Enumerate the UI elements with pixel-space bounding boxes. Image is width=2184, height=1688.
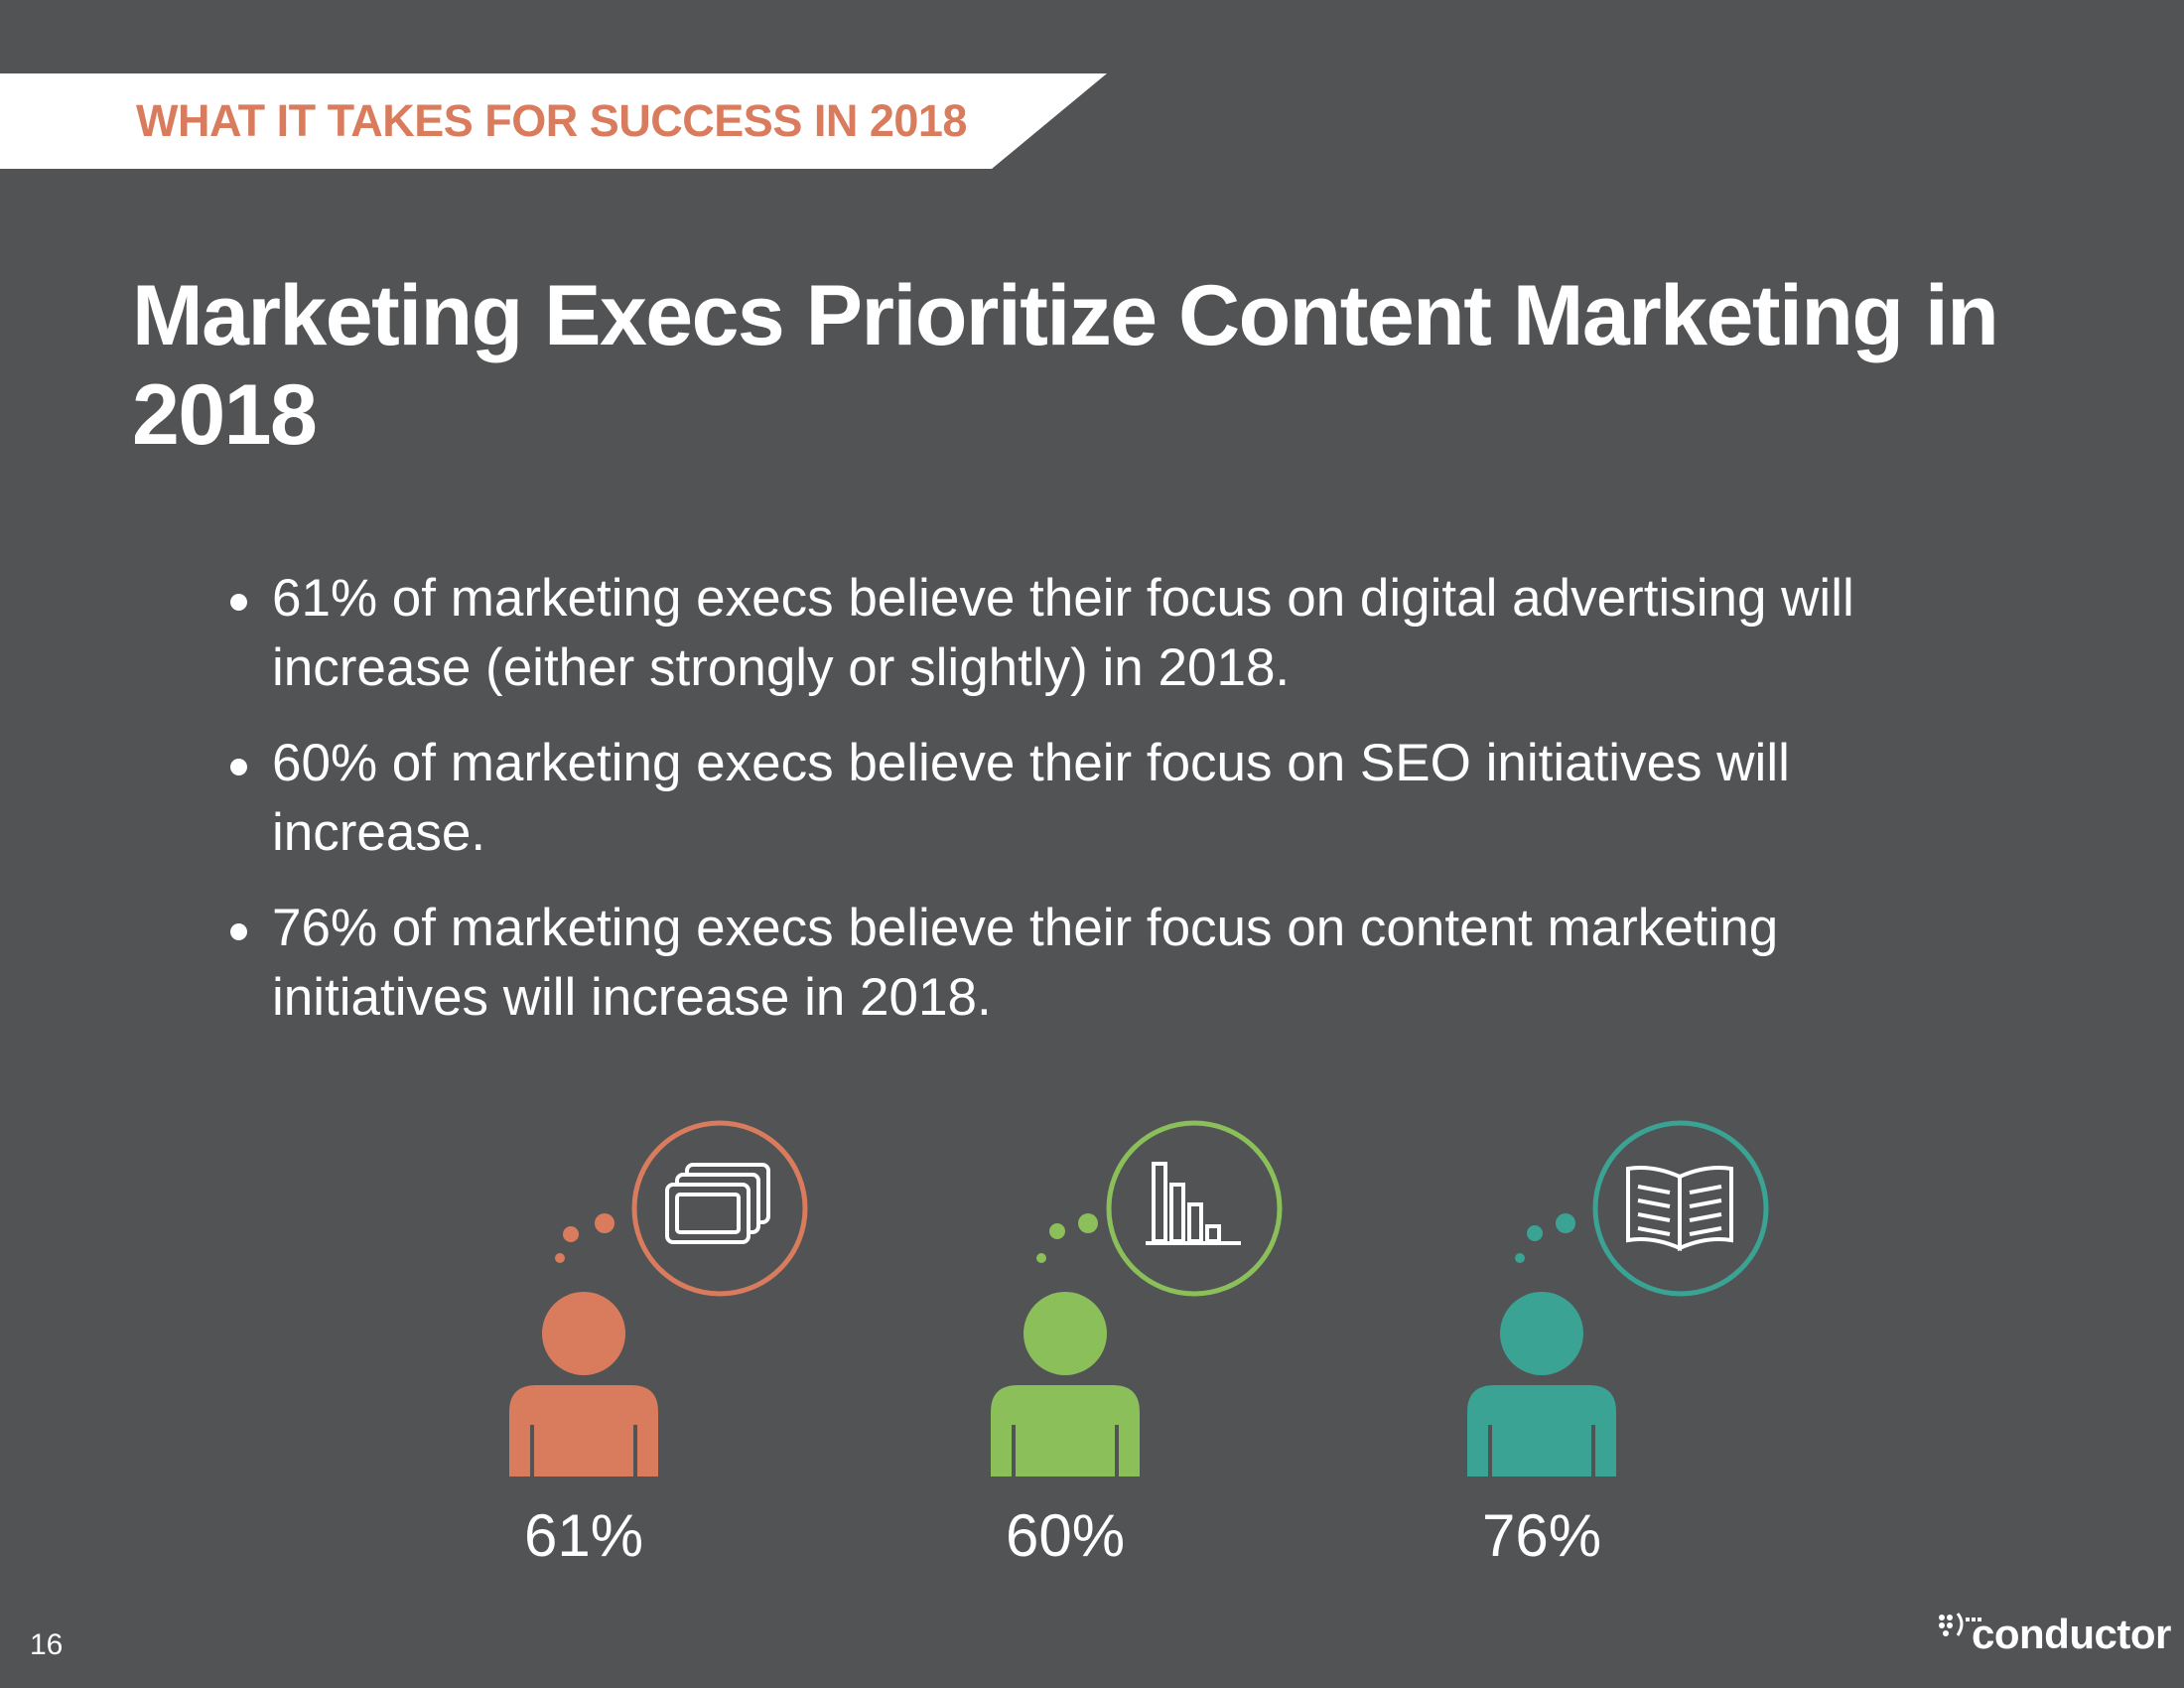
thought-dot-small	[555, 1253, 565, 1263]
thought-dot-medium	[1527, 1225, 1543, 1241]
thought-dot-large	[1556, 1213, 1575, 1233]
bullet-dot	[230, 759, 247, 775]
section-banner	[0, 73, 1107, 169]
page-title: Marketing Execs Prioritize Content Marke…	[132, 268, 1999, 463]
thought-dot-large	[1078, 1213, 1098, 1233]
thought-dot-small	[1036, 1253, 1046, 1263]
bullet-text: 61% of marketing execs believe their foc…	[272, 569, 1854, 697]
bullet-item: 76% of marketing execs believe their foc…	[226, 894, 1974, 1033]
conductor-logo-icon	[1939, 1613, 1981, 1636]
person-body	[509, 1385, 658, 1477]
person-figure-content-marketing	[1459, 1117, 1797, 1594]
bullet-text: 76% of marketing execs believe their foc…	[272, 899, 1779, 1027]
person-figure-seo	[983, 1117, 1320, 1594]
thought-bubble	[631, 1120, 808, 1297]
bullet-text: 60% of marketing execs believe their foc…	[272, 734, 1790, 862]
thought-dot-medium	[563, 1226, 579, 1242]
thought-bubble	[1106, 1120, 1283, 1297]
bar-chart-icon	[1146, 1162, 1241, 1245]
person-head	[1024, 1292, 1107, 1375]
thought-dot-large	[595, 1213, 614, 1233]
thought-dot-medium	[1049, 1223, 1065, 1239]
page-number: 16	[30, 1628, 64, 1661]
bullet-dot	[230, 594, 247, 611]
section-label: WHAT IT TAKES FOR SUCCESS IN 2018	[136, 95, 967, 146]
brand-logo: conductor	[1972, 1611, 2171, 1657]
thought-dot-small	[1515, 1253, 1525, 1263]
person-body	[991, 1385, 1140, 1477]
stat-value: 61%	[523, 1502, 644, 1569]
person-head	[542, 1292, 625, 1375]
thought-bubble	[1592, 1120, 1769, 1297]
stacked-screens-icon	[665, 1163, 770, 1244]
bullet-item: 61% of marketing execs believe their foc…	[226, 564, 1974, 703]
bullet-dot	[230, 923, 247, 940]
stat-value: 76%	[1481, 1502, 1602, 1569]
open-book-icon	[1626, 1166, 1733, 1252]
person-body	[1467, 1385, 1616, 1477]
person-figure-digital-advertising	[501, 1117, 839, 1594]
person-head	[1500, 1292, 1583, 1375]
bullet-item: 60% of marketing execs believe their foc…	[226, 729, 1974, 868]
bullet-list: 61% of marketing execs believe their foc…	[226, 564, 1974, 1058]
stat-value: 60%	[1005, 1502, 1126, 1569]
